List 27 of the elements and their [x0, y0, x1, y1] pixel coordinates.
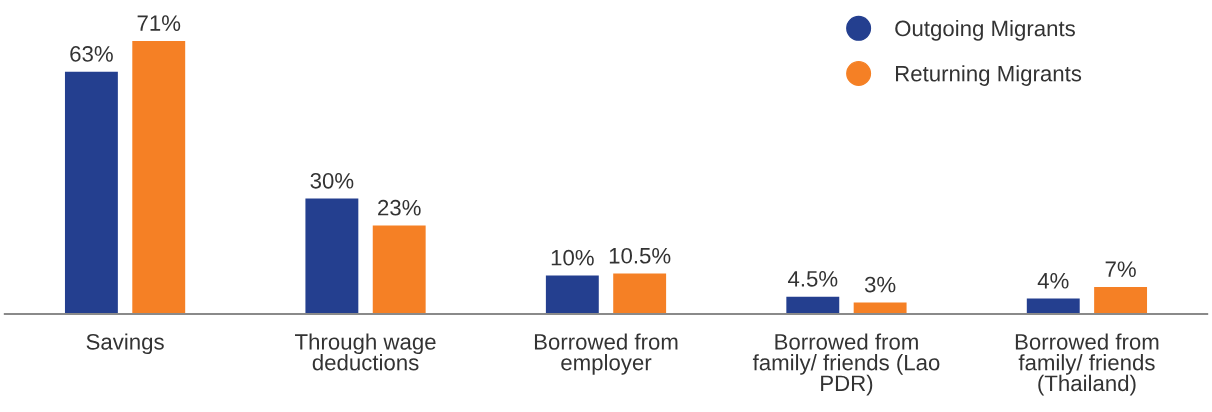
x-tick-label: Borrowed from family/ friends (Lao PDR) — [752, 333, 940, 396]
bar — [613, 273, 667, 314]
bar — [853, 302, 907, 314]
data-label: 7% — [1105, 261, 1136, 277]
legend-label: Returning Migrants — [896, 65, 1082, 86]
x-tick-label: Through wage deductions — [295, 333, 436, 371]
bar — [1026, 298, 1080, 314]
data-label: 71% — [137, 15, 181, 31]
legend-label: Outgoing Migrants — [895, 20, 1075, 41]
data-label: 4% — [1037, 272, 1069, 289]
bar — [372, 225, 426, 314]
data-label: 30% — [310, 172, 354, 189]
x-tick-label: Savings — [86, 333, 164, 355]
bar — [545, 275, 599, 314]
x-tick-label: Borrowed from employer — [534, 333, 678, 375]
data-label: 4.5% — [787, 271, 838, 287]
bar — [64, 71, 118, 314]
data-label: 10% — [551, 249, 594, 266]
data-label: 23% — [378, 199, 421, 216]
data-label: 10.5% — [609, 247, 671, 264]
bar — [132, 40, 186, 314]
bar — [1094, 287, 1148, 314]
x-tick-label: Borrowed from family/ friends (Thailand) — [1015, 333, 1159, 396]
data-label: 63% — [70, 46, 113, 62]
bar — [305, 198, 359, 314]
data-label: 3% — [864, 276, 896, 293]
bar — [786, 296, 840, 314]
